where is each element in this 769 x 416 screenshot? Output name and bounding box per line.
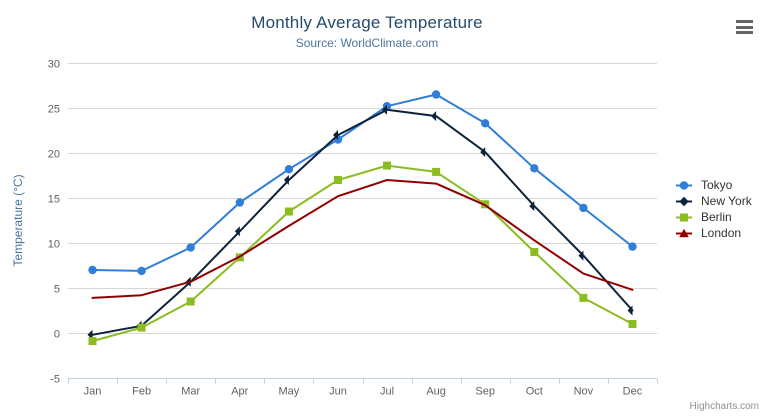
x-axis: Jan Feb Mar Apr May Jun Jul Aug Sep Oct Nov Dec: [68, 378, 658, 398]
data-point[interactable]: [579, 293, 588, 302]
data-point[interactable]: [481, 119, 490, 128]
x-axis-label: Jan: [84, 386, 102, 398]
x-axis-label: Mar: [181, 386, 200, 398]
data-point[interactable]: [529, 201, 535, 212]
legend-label: Tokyo: [701, 178, 733, 192]
data-point[interactable]: [334, 176, 342, 184]
legend-item-tokyo[interactable]: Tokyo: [676, 177, 752, 193]
y-axis-label: -5: [50, 374, 60, 386]
data-point[interactable]: [137, 323, 146, 332]
data-point[interactable]: [284, 165, 294, 174]
legend: Tokyo New York Berlin London: [676, 177, 752, 241]
hamburger-icon: [736, 25, 753, 29]
x-axis-label: Jul: [380, 386, 394, 398]
data-point[interactable]: [431, 111, 437, 122]
y-axis-label: 25: [48, 104, 60, 116]
data-point[interactable]: [530, 164, 539, 173]
y-axis-title: Temperature (°C): [11, 174, 25, 266]
x-axis-label: May: [278, 386, 299, 398]
data-point[interactable]: [431, 90, 441, 99]
y-axis-label: 20: [48, 149, 60, 161]
data-point[interactable]: [628, 242, 637, 251]
legend-item-london[interactable]: London: [676, 225, 752, 241]
y-grid: -5 0 5 10 15 20 25 30: [48, 59, 657, 386]
square-marker-icon: [676, 213, 692, 221]
data-point[interactable]: [578, 250, 584, 261]
series-london[interactable]: [91, 0, 634, 299]
hamburger-icon: [736, 20, 753, 23]
x-axis-label: Oct: [526, 386, 543, 398]
x-axis-label: Apr: [231, 386, 248, 398]
chart-subtitle: Source: WorldClimate.com: [295, 36, 439, 50]
data-point[interactable]: [480, 147, 486, 158]
legend-item-berlin[interactable]: Berlin: [676, 209, 752, 225]
series-new-york[interactable]: [87, 104, 634, 340]
triangle-marker-icon: [676, 228, 692, 237]
x-axis-label: Nov: [574, 386, 594, 398]
legend-item-new-york[interactable]: New York: [676, 193, 752, 209]
y-axis-label: 5: [54, 284, 60, 296]
data-point[interactable]: [383, 161, 391, 170]
y-axis-label: 15: [48, 194, 60, 206]
legend-label: Berlin: [701, 210, 732, 224]
data-point[interactable]: [137, 266, 146, 276]
y-axis-label: 30: [48, 59, 60, 71]
series-tokyo[interactable]: [88, 90, 637, 276]
data-point[interactable]: [186, 243, 195, 252]
data-point[interactable]: [579, 203, 588, 213]
series-line: [91, 179, 634, 299]
chart-title: Monthly Average Temperature: [251, 13, 483, 32]
series-line: [91, 93, 634, 272]
x-axis-label: Aug: [426, 386, 446, 398]
data-point[interactable]: [333, 130, 339, 140]
data-point[interactable]: [235, 198, 244, 207]
series-line: [91, 164, 634, 343]
x-axis-label: Feb: [132, 386, 151, 398]
diamond-marker-icon: [676, 196, 692, 206]
data-point[interactable]: [234, 226, 240, 237]
series-line: [91, 108, 634, 336]
data-point[interactable]: [88, 265, 97, 275]
data-point[interactable]: [284, 207, 293, 216]
data-point[interactable]: [628, 320, 637, 328]
x-axis-label: Dec: [623, 386, 643, 398]
circle-marker-icon: [676, 180, 692, 190]
data-point[interactable]: [382, 104, 388, 115]
y-axis-label: 10: [48, 239, 60, 251]
hamburger-icon: [736, 31, 753, 34]
y-axis-label: 0: [54, 329, 60, 341]
data-point[interactable]: [432, 167, 441, 176]
x-axis-label: Jun: [329, 386, 347, 398]
legend-label: New York: [701, 194, 752, 208]
data-point[interactable]: [283, 175, 289, 185]
data-point[interactable]: [627, 305, 633, 316]
context-menu-button[interactable]: [736, 20, 753, 34]
data-point[interactable]: [186, 297, 195, 306]
x-axis-label: Sep: [475, 386, 495, 398]
data-point[interactable]: [88, 337, 97, 346]
highcharts-credits-link[interactable]: Highcharts.com: [689, 401, 759, 412]
legend-label: London: [701, 226, 742, 240]
data-point[interactable]: [530, 248, 539, 256]
